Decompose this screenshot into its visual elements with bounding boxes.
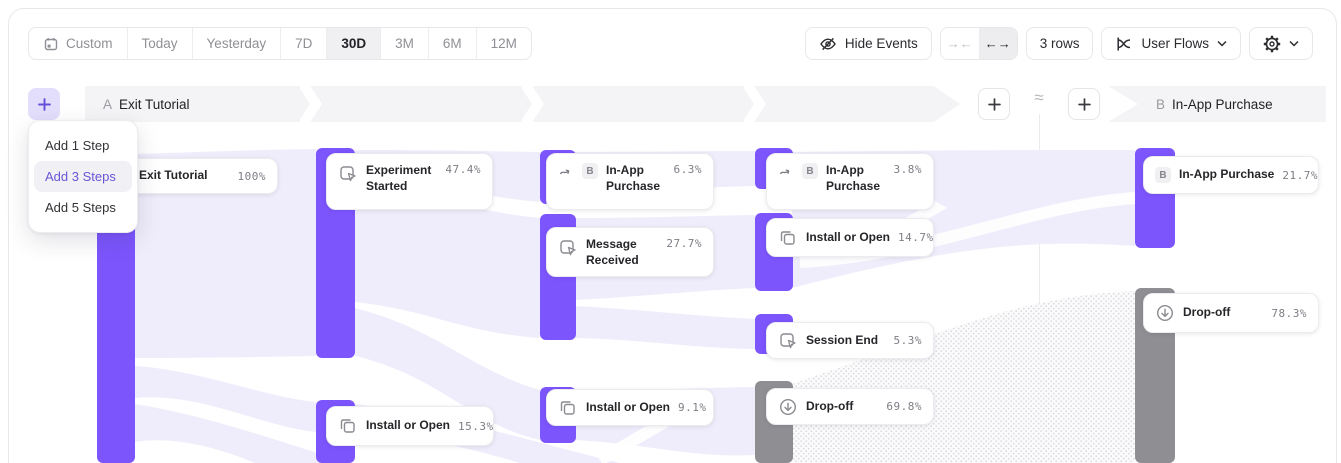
plus-icon [37, 97, 51, 111]
node-install-or-open-14[interactable]: Install or Open 14.7% [766, 218, 934, 257]
date-range-7d[interactable]: 7D [280, 28, 326, 59]
node-in-app-purchase-6[interactable]: B In-App Purchase 6.3% [546, 153, 714, 210]
node-in-app-purchase-3[interactable]: B In-App Purchase 3.8% [766, 153, 934, 210]
node-dropoff-69[interactable]: Drop-off 69.8% [766, 388, 934, 425]
date-range-3m[interactable]: 3M [380, 28, 428, 59]
gear-icon [1263, 35, 1281, 52]
node-percent: 21.7% [1282, 168, 1318, 182]
dropoff-icon [1156, 304, 1174, 322]
add-step-button-a[interactable] [28, 88, 60, 120]
node-percent: 15.3% [458, 419, 494, 433]
node-percent: 9.1% [678, 401, 707, 414]
click-icon [560, 240, 576, 256]
step-a-band[interactable]: A Exit Tutorial [85, 86, 960, 122]
toolbar-right: Hide Events →← ←→ 3 rows User Flows [804, 27, 1313, 60]
menu-item-add-1-step[interactable]: Add 1 Step [45, 138, 110, 153]
width-toggle-control: →← ←→ [939, 27, 1018, 60]
node-label: Drop-off [806, 398, 854, 413]
node-label: In-App Purchase [1179, 167, 1275, 182]
toolbar: Custom Today Yesterday 7D 30D 3M 6M 12M … [0, 27, 1341, 60]
plus-icon [987, 97, 1001, 111]
node-in-app-purchase-21[interactable]: B In-App Purchase 21.7% [1143, 156, 1319, 194]
node-experiment-started[interactable]: Experiment Started 47.4% [326, 153, 493, 210]
node-exit-tutorial[interactable]: Exit Tutorial 100% [112, 158, 278, 194]
copy-icon [560, 400, 575, 415]
redo-icon [559, 169, 570, 175]
node-label: Install or Open [806, 229, 891, 244]
node-label: Experiment Started [366, 163, 432, 193]
redo-icon [779, 169, 790, 175]
plus-icon [1077, 97, 1091, 111]
node-percent: 3.8% [893, 163, 922, 176]
node-percent: 47.4% [445, 163, 481, 176]
node-percent: 5.3% [893, 334, 922, 347]
node-label: Install or Open [586, 399, 671, 414]
chevron-down-icon [1217, 40, 1227, 47]
step-b-label: B In-App Purchase [1156, 96, 1273, 112]
click-icon [780, 332, 796, 348]
node-label: In-App Purchase [826, 163, 881, 193]
node-label: Install or Open [366, 418, 451, 433]
node-label: Message Received [586, 237, 639, 267]
step-b-band[interactable]: B In-App Purchase [1108, 86, 1326, 122]
step-a-label: A Exit Tutorial [103, 96, 190, 112]
date-range-6m[interactable]: 6M [427, 28, 476, 59]
menu-item-add-5-steps[interactable]: Add 5 Steps [45, 200, 116, 215]
expand-columns-button[interactable]: ←→ [978, 28, 1017, 59]
copy-icon [340, 419, 355, 433]
date-range-yesterday[interactable]: Yesterday [191, 28, 281, 59]
node-install-or-open-9[interactable]: Install or Open 9.1% [546, 389, 714, 426]
date-range-12m[interactable]: 12M [475, 28, 531, 59]
node-dropoff-78[interactable]: Drop-off 78.3% [1143, 293, 1319, 333]
node-label: Exit Tutorial [139, 168, 208, 183]
menu-item-add-3-steps[interactable]: Add 3 Steps [34, 161, 132, 192]
chevron-down-icon [1289, 40, 1299, 47]
event-b-badge: B [802, 163, 818, 179]
section-divider [1039, 114, 1040, 463]
node-percent: 6.3% [673, 163, 702, 176]
click-icon [340, 166, 356, 182]
date-range-custom[interactable]: Custom [29, 28, 127, 59]
node-label: Session End [806, 332, 879, 347]
hide-events-button[interactable]: Hide Events [804, 27, 932, 60]
node-percent: 27.7% [666, 237, 702, 250]
band-chevron-icon [744, 86, 766, 122]
calendar-icon [44, 37, 58, 50]
dropoff-icon [779, 398, 797, 415]
node-message-received[interactable]: Message Received 27.7% [546, 227, 714, 277]
add-step-button-b[interactable] [1068, 88, 1100, 120]
node-percent: 100% [237, 169, 266, 183]
node-percent: 78.3% [1271, 306, 1307, 320]
settings-button[interactable] [1249, 27, 1313, 60]
node-percent: 14.7% [898, 231, 934, 244]
event-b-badge: B [582, 163, 598, 179]
rows-button[interactable]: 3 rows [1025, 27, 1094, 60]
date-range-today[interactable]: Today [126, 28, 192, 59]
date-range-control: Custom Today Yesterday 7D 30D 3M 6M 12M [28, 27, 532, 60]
event-b-badge: B [1155, 167, 1171, 183]
band-chevron-icon [300, 86, 322, 122]
copy-icon [780, 230, 795, 245]
step-b-badge: B [1156, 96, 1166, 112]
view-selector-button[interactable]: User Flows [1101, 27, 1241, 60]
approx-symbol: ≈ [1034, 88, 1044, 107]
node-session-end[interactable]: Session End 5.3% [766, 322, 934, 359]
step-header-row: A Exit Tutorial B [0, 86, 1341, 122]
add-step-button-between[interactable] [978, 88, 1010, 120]
collapse-columns-button[interactable]: →← [940, 28, 979, 59]
node-label: Drop-off [1183, 305, 1231, 320]
band-chevron-icon [522, 86, 544, 122]
node-label: In-App Purchase [606, 163, 661, 193]
node-percent: 69.8% [886, 400, 922, 413]
node-install-or-open-15[interactable]: Install or Open 15.3% [326, 406, 494, 446]
user-flows-icon [1117, 37, 1131, 50]
eye-off-icon [820, 37, 836, 50]
step-a-badge: A [103, 96, 113, 112]
date-range-30d[interactable]: 30D [326, 28, 381, 59]
add-step-menu: Add 1 Step Add 3 Steps Add 5 Steps [28, 120, 138, 233]
